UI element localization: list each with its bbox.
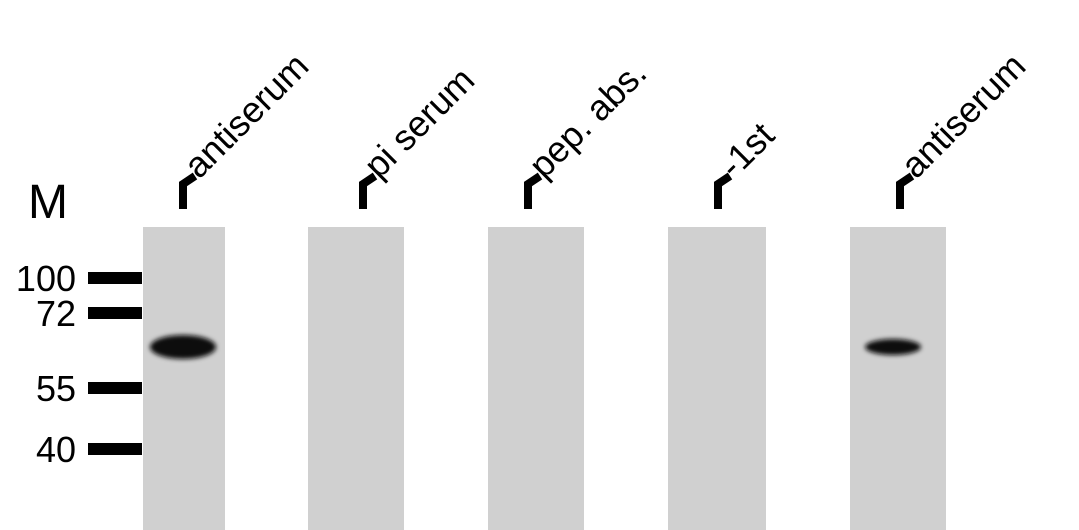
- lane-label: antiserum: [176, 45, 317, 186]
- lane-label: pep. abs.: [521, 52, 655, 186]
- lane-bracket: [900, 176, 912, 209]
- lane: [668, 227, 766, 530]
- band: [865, 339, 921, 355]
- marker-label: 72: [36, 293, 76, 334]
- lane: [850, 227, 946, 530]
- lane-label: antiserum: [893, 45, 1034, 186]
- lane-bracket: [363, 176, 375, 209]
- lane-label: pi serum: [356, 59, 483, 186]
- lane-bracket: [528, 176, 540, 209]
- marker-title: M: [28, 176, 68, 229]
- blot-figure: M 100725540 antiserumpi serumpep. abs.-1…: [0, 0, 1079, 530]
- lane: [143, 227, 225, 530]
- lane: [308, 227, 404, 530]
- lane-bracket: [718, 176, 730, 209]
- marker-bar: [88, 382, 142, 394]
- lane-label: -1st: [711, 114, 782, 185]
- band: [150, 335, 216, 359]
- marker-bar: [88, 272, 142, 284]
- lane-bracket: [183, 176, 195, 209]
- marker-bar: [88, 307, 142, 319]
- lane: [488, 227, 584, 530]
- marker-bar: [88, 443, 142, 455]
- marker-label: 55: [36, 368, 76, 409]
- marker-label: 40: [36, 429, 76, 470]
